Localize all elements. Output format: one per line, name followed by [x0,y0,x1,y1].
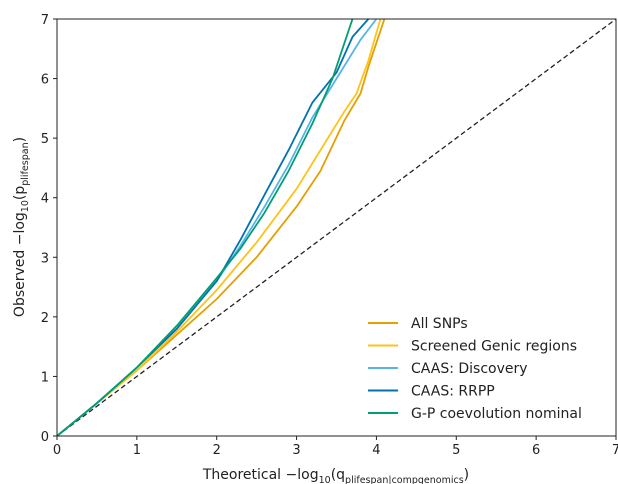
series-line-4 [57,19,370,436]
x-tick-label: 3 [292,443,300,458]
y-tick-label: 6 [41,73,49,88]
series-line-5 [57,19,354,436]
reference-diagonal-line [56,18,617,437]
legend-label: All SNPs [411,316,468,332]
reference-diagonal-layer [56,18,617,437]
x-axis-label: Theoretical −log10(qplifespan|compgenomi… [202,467,469,484]
legend: All SNPs Screened Genic regions CAAS: Disc… [368,316,582,422]
x-tick-label: 7 [612,443,618,458]
tick-layer: 0 1 2 3 4 5 6 7 0 1 2 3 4 5 6 7 [41,13,618,458]
series-layer [57,19,386,436]
x-tick-label: 1 [133,443,141,458]
x-tick-label: 4 [372,443,380,458]
y-axis-label: Observed −log10(pplifespan) [12,137,31,317]
y-tick-label: 2 [41,311,49,326]
legend-label: CAAS: Discovery [411,361,528,377]
y-tick-label: 5 [41,132,49,147]
y-tick-label: 7 [41,13,49,28]
legend-label: Screened Genic regions [411,339,577,355]
legend-label: CAAS: RRPP [411,384,495,400]
x-tick-label: 5 [452,443,460,458]
x-tick-label: 0 [53,443,61,458]
legend-label: G-P coevolution nominal [411,406,582,422]
y-tick-label: 4 [41,192,49,207]
y-tick-label: 1 [41,370,49,385]
y-tick-label: 3 [41,251,49,266]
y-tick-label: 0 [41,430,49,445]
series-line-2 [57,19,382,436]
x-tick-label: 6 [532,443,540,458]
plot-frame [56,18,617,437]
x-tick-label: 2 [213,443,221,458]
